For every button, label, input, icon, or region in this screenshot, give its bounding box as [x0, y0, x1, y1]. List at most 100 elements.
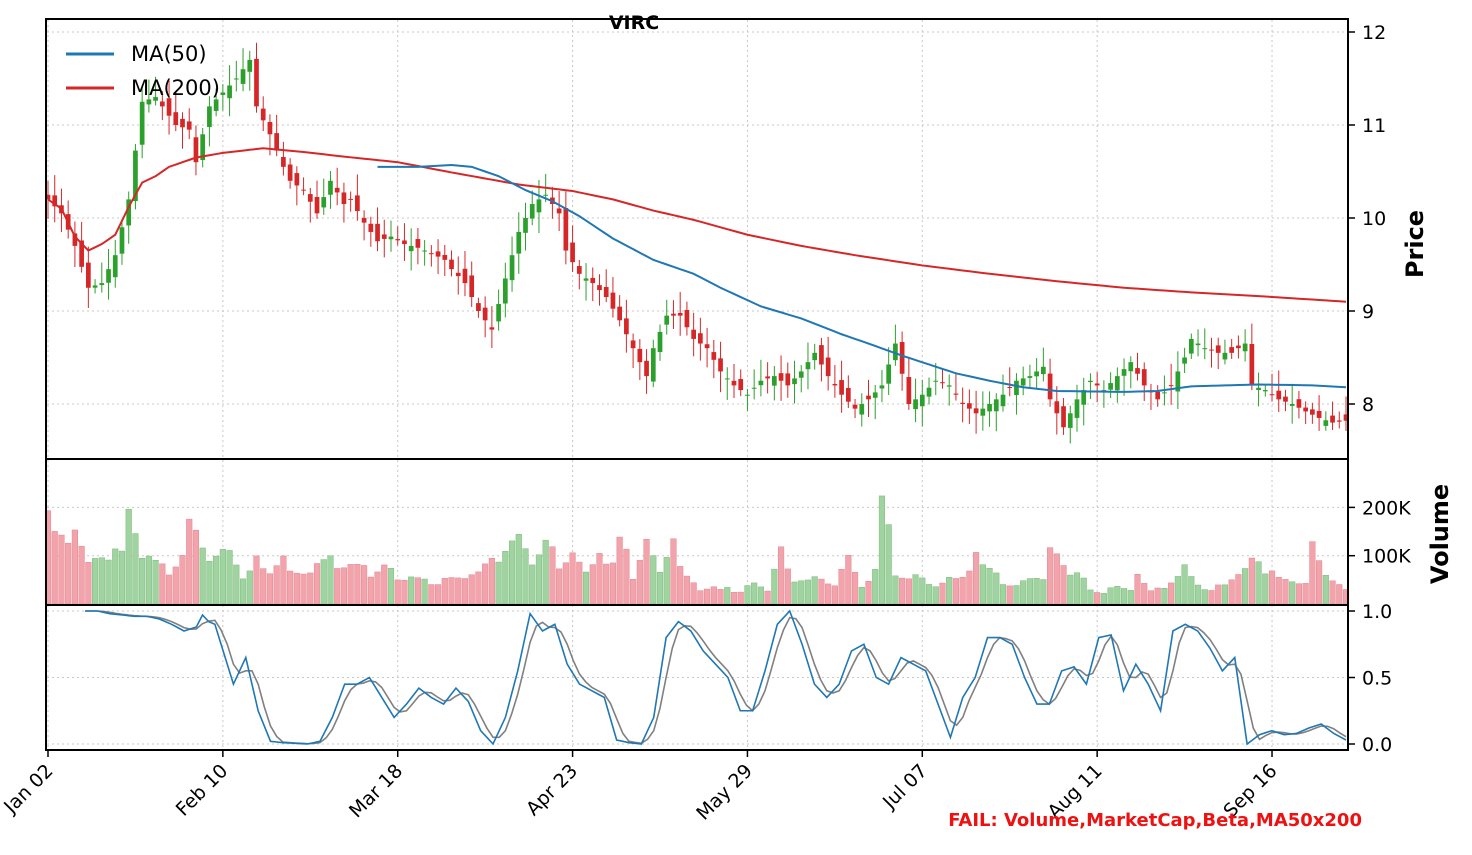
candle-body — [462, 268, 468, 284]
candle-body — [415, 239, 421, 248]
candle-body — [294, 173, 300, 186]
candle-body — [368, 223, 374, 232]
volume-bar — [226, 550, 233, 605]
volume-bar — [1262, 573, 1269, 605]
candle-body — [704, 344, 710, 349]
candle-body — [227, 85, 232, 99]
candle-body — [839, 380, 844, 395]
volume-bar — [327, 555, 334, 605]
candle-body — [112, 255, 118, 278]
volume-bar — [421, 578, 428, 605]
candle-body — [906, 377, 912, 404]
candle-body — [186, 121, 192, 130]
volume-bar — [925, 584, 933, 605]
volume-bar — [1006, 585, 1013, 605]
candle-body — [502, 278, 508, 304]
volume-bar — [1268, 570, 1276, 605]
price-tick-label: 10 — [1362, 208, 1386, 230]
volume-bar — [932, 586, 939, 605]
candle-body — [536, 199, 542, 213]
candle-body — [778, 373, 784, 381]
volume-bar — [825, 583, 832, 605]
candle-body — [597, 285, 602, 291]
volume-bar — [1309, 541, 1316, 605]
candle-body — [1229, 347, 1235, 353]
volume-bar — [125, 508, 132, 605]
candle-body — [516, 231, 522, 254]
volume-bar — [656, 571, 664, 605]
candle-body — [556, 208, 562, 214]
candle-body — [946, 385, 952, 387]
candle-body — [133, 150, 138, 202]
price-tick-label: 11 — [1362, 115, 1386, 137]
price-panel-frame — [45, 18, 1349, 460]
candle-body — [281, 157, 286, 167]
candle-body — [691, 329, 696, 339]
grid-layer — [47, 20, 1347, 749]
volume-bar — [979, 564, 986, 605]
candle-body — [1175, 371, 1181, 392]
volume-bar — [340, 567, 347, 605]
x-tick-label: Jan 02 — [0, 760, 58, 818]
candle-body — [960, 402, 966, 404]
volume-bar — [1221, 584, 1229, 605]
volume-bar — [1168, 582, 1175, 605]
volume-bar — [764, 590, 771, 605]
volume-bar — [65, 542, 72, 605]
volume-bar — [112, 548, 119, 605]
candle-body — [973, 408, 979, 414]
volume-bar — [986, 568, 993, 605]
candle-body — [1289, 404, 1295, 406]
volume-bar — [683, 575, 690, 605]
volume-bar — [508, 540, 516, 605]
volume-bar — [428, 584, 435, 605]
volume-bar — [899, 577, 906, 605]
volume-bar — [1161, 588, 1168, 605]
candle-body — [1047, 373, 1053, 400]
candle-body — [1283, 396, 1288, 402]
stochastic-k-line — [85, 609, 1347, 746]
candle-body — [859, 404, 865, 415]
volume-bar — [1289, 581, 1296, 605]
candle-body — [1242, 343, 1248, 352]
volume-bar — [771, 568, 778, 605]
candle-body — [570, 242, 575, 263]
volume-bar — [973, 552, 980, 605]
candle-body — [1330, 415, 1335, 423]
candle-body — [307, 194, 313, 202]
candle-body — [886, 364, 892, 384]
volume-bar — [663, 557, 670, 605]
candle-body — [72, 233, 78, 246]
candle-body — [213, 99, 219, 111]
candle-body — [1014, 380, 1019, 396]
candle-body — [657, 331, 663, 353]
candle-body — [1182, 357, 1187, 364]
candle-body — [1323, 420, 1329, 426]
candle-body — [1094, 383, 1100, 386]
candle-body — [953, 393, 959, 395]
volume-bar — [798, 580, 805, 605]
volume-bar — [118, 550, 126, 605]
volume-bar — [1242, 568, 1249, 605]
candle-body — [381, 234, 387, 239]
volume-bar — [1147, 590, 1155, 605]
volume-bar — [320, 559, 327, 605]
candle-body — [664, 315, 670, 325]
volume-bar — [1020, 580, 1027, 605]
candle-body — [819, 345, 824, 365]
volume-bar — [757, 586, 764, 605]
candle-body — [1101, 390, 1107, 392]
candle-body — [1316, 410, 1322, 418]
volume-bar — [643, 538, 650, 605]
candle-body — [1336, 420, 1342, 422]
candle-body — [919, 394, 925, 407]
volume-bar — [367, 576, 374, 605]
volume-bar — [334, 568, 341, 605]
candle-body — [408, 245, 414, 252]
candle-body — [630, 340, 636, 349]
volume-bar — [636, 560, 643, 605]
candle-body — [1054, 401, 1060, 414]
volume-bar — [1316, 560, 1323, 605]
candle-body — [139, 101, 145, 145]
volume-bar — [542, 539, 549, 605]
